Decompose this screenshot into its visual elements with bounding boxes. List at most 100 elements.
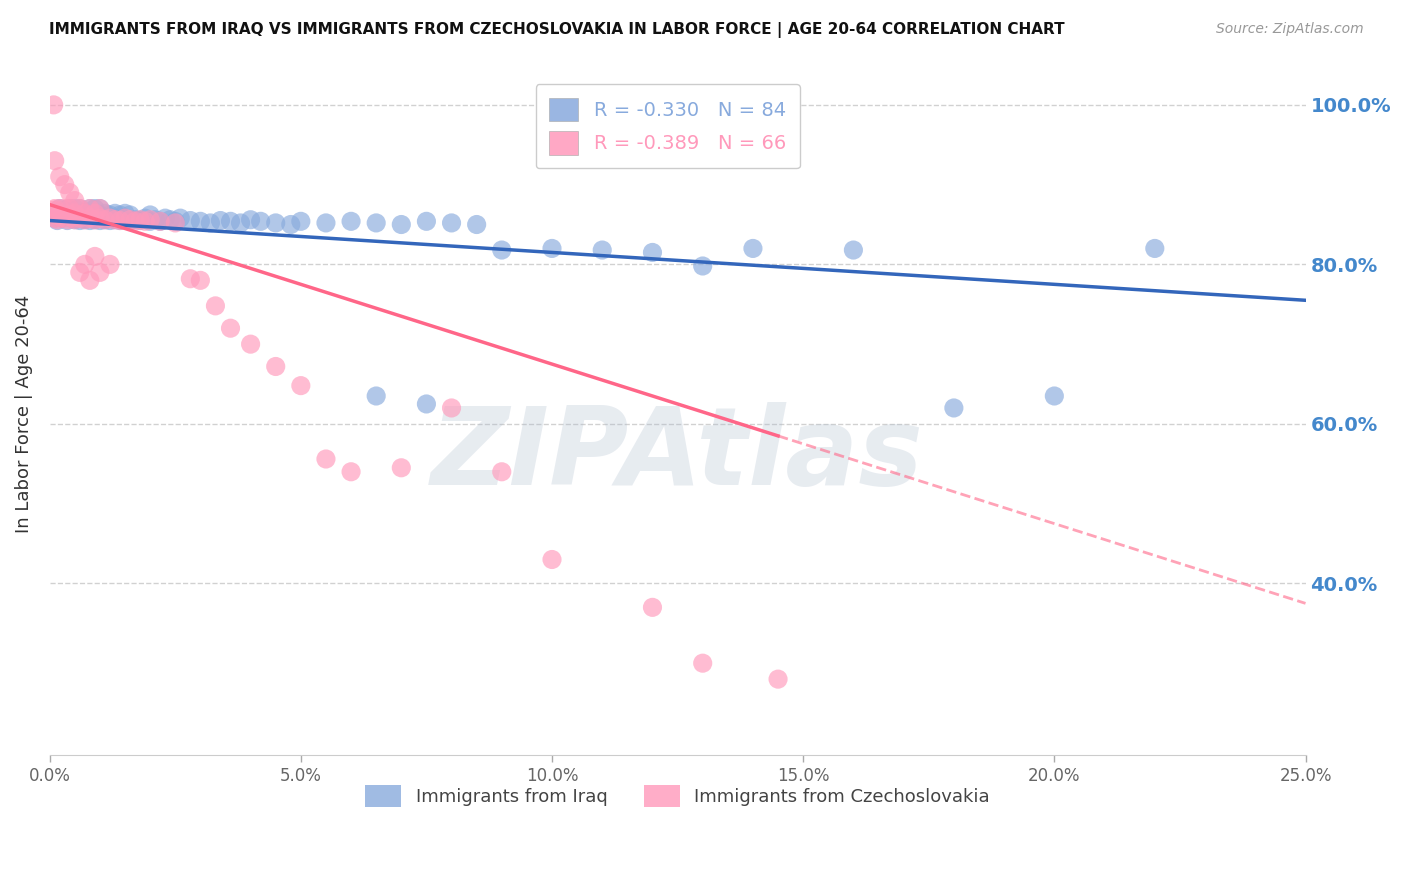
Point: [89, 211, 111, 226]
Point: [69, 213, 91, 227]
Point: [98, 257, 121, 271]
Point: [42, 203, 65, 218]
Point: [190, 214, 212, 228]
Point: [143, 212, 166, 227]
Point: [89, 208, 111, 222]
Point: [264, 216, 287, 230]
Point: [190, 273, 212, 287]
Point: [73, 257, 96, 271]
Point: [51, 211, 73, 226]
Point: [94, 212, 117, 227]
Text: IMMIGRANTS FROM IRAQ VS IMMIGRANTS FROM CZECHOSLOVAKIA IN LABOR FORCE | AGE 20-6: IMMIGRANTS FROM IRAQ VS IMMIGRANTS FROM …: [49, 22, 1064, 38]
Point: [104, 212, 127, 227]
Point: [73, 212, 96, 227]
Point: [290, 214, 312, 228]
Point: [541, 242, 564, 256]
Point: [63, 212, 86, 227]
Point: [169, 211, 191, 226]
Point: [63, 212, 86, 227]
Point: [46, 213, 69, 227]
Point: [134, 214, 156, 228]
Point: [53, 178, 76, 192]
Point: [108, 213, 131, 227]
Point: [239, 212, 262, 227]
Point: [491, 243, 513, 257]
Point: [51, 211, 73, 226]
Point: [59, 202, 82, 216]
Point: [104, 206, 127, 220]
Y-axis label: In Labor Force | Age 20-64: In Labor Force | Age 20-64: [15, 295, 32, 533]
Point: [83, 208, 105, 222]
Point: [79, 202, 101, 216]
Point: [491, 465, 513, 479]
Point: [108, 208, 131, 222]
Legend: Immigrants from Iraq, Immigrants from Czechoslovakia: Immigrants from Iraq, Immigrants from Cz…: [359, 778, 997, 814]
Point: [63, 206, 86, 220]
Point: [149, 214, 172, 228]
Point: [69, 211, 91, 226]
Point: [440, 216, 463, 230]
Point: [53, 210, 76, 224]
Point: [79, 273, 101, 287]
Point: [44, 211, 66, 226]
Point: [48, 202, 70, 216]
Point: [179, 272, 201, 286]
Point: [73, 206, 96, 220]
Point: [69, 202, 91, 216]
Point: [59, 186, 82, 200]
Point: [89, 202, 111, 216]
Point: [239, 337, 262, 351]
Point: [124, 214, 146, 228]
Point: [249, 214, 271, 228]
Point: [179, 213, 201, 227]
Point: [118, 213, 141, 227]
Point: [98, 211, 121, 226]
Point: [219, 321, 242, 335]
Point: [79, 202, 101, 216]
Point: [56, 212, 79, 227]
Point: [389, 460, 412, 475]
Point: [1043, 389, 1066, 403]
Point: [48, 208, 70, 222]
Point: [79, 211, 101, 226]
Point: [83, 212, 105, 227]
Point: [1143, 242, 1166, 256]
Point: [415, 214, 437, 228]
Point: [59, 202, 82, 216]
Point: [59, 208, 82, 222]
Point: [73, 206, 96, 220]
Point: [73, 211, 96, 226]
Point: [766, 672, 789, 686]
Point: [315, 452, 337, 467]
Point: [53, 208, 76, 222]
Point: [200, 216, 222, 230]
Point: [83, 202, 105, 216]
Point: [45, 210, 67, 224]
Point: [104, 212, 127, 227]
Point: [114, 206, 136, 220]
Point: [60, 211, 83, 226]
Point: [73, 212, 96, 227]
Point: [69, 208, 91, 222]
Point: [89, 213, 111, 227]
Point: [692, 259, 714, 273]
Point: [290, 378, 312, 392]
Point: [63, 208, 86, 222]
Point: [56, 213, 79, 227]
Point: [48, 202, 70, 216]
Point: [45, 208, 67, 222]
Point: [48, 169, 70, 184]
Point: [134, 211, 156, 226]
Point: [842, 243, 865, 257]
Point: [42, 98, 65, 112]
Point: [315, 216, 337, 230]
Point: [83, 206, 105, 220]
Point: [942, 401, 965, 415]
Point: [44, 211, 66, 226]
Point: [641, 600, 664, 615]
Point: [53, 202, 76, 216]
Point: [108, 213, 131, 227]
Point: [124, 212, 146, 227]
Point: [69, 202, 91, 216]
Point: [139, 208, 162, 222]
